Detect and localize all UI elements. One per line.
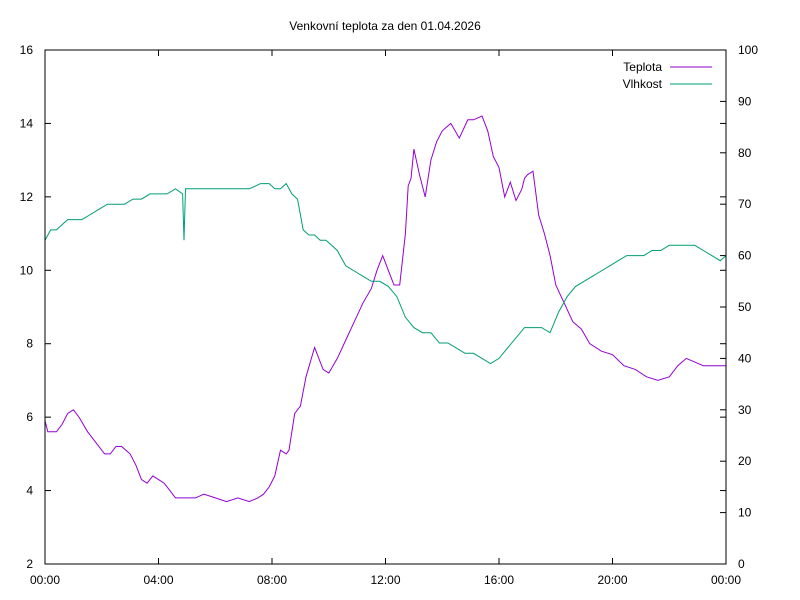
right-tick-label: 10 [738,506,752,520]
left-tick-label: 10 [20,263,34,277]
legend: Teplota Vlhkost [623,60,712,91]
right-tick-label: 80 [738,146,752,160]
bottom-axis: 00:00 04:00 08:00 12:00 16:00 20:00 00:00 [30,50,741,587]
plot-frame [44,49,727,565]
left-tick-label: 4 [26,484,33,498]
right-tick-label: 70 [738,197,752,211]
left-tick-label: 14 [20,116,34,130]
left-tick-label: 16 [20,43,34,57]
right-tick-label: 20 [738,454,752,468]
right-tick-label: 100 [738,43,758,57]
left-tick-label: 2 [26,557,33,571]
bottom-tick-label: 04:00 [143,573,173,587]
right-axis: 0 10 20 30 40 50 60 70 80 90 100 [720,43,758,571]
right-tick-label: 60 [738,249,752,263]
right-tick-label: 50 [738,300,752,314]
right-tick-label: 0 [738,557,745,571]
series-layer [44,115,727,503]
left-tick-label: 8 [26,337,33,351]
left-tick-label: 12 [20,190,34,204]
bottom-tick-label: 12:00 [370,573,400,587]
chart-title: Venkovní teplota za den 01.04.2026 [289,19,481,33]
legend-label-vlhkost: Vlhkost [623,77,663,91]
bottom-tick-label: 20:00 [597,573,627,587]
right-tick-label: 40 [738,351,752,365]
bottom-tick-label: 00:00 [711,573,741,587]
series-line-teplota [44,115,726,503]
legend-label-teplota: Teplota [623,60,662,74]
bottom-tick-label: 16:00 [484,573,514,587]
left-axis: 2 4 6 8 10 12 14 16 [20,43,726,571]
right-tick-label: 30 [738,403,752,417]
right-tick-label: 90 [738,94,752,108]
series-line-vlhkost [44,182,727,365]
left-tick-label: 6 [26,410,33,424]
bottom-tick-label: 08:00 [257,573,287,587]
bottom-tick-label: 00:00 [30,573,60,587]
